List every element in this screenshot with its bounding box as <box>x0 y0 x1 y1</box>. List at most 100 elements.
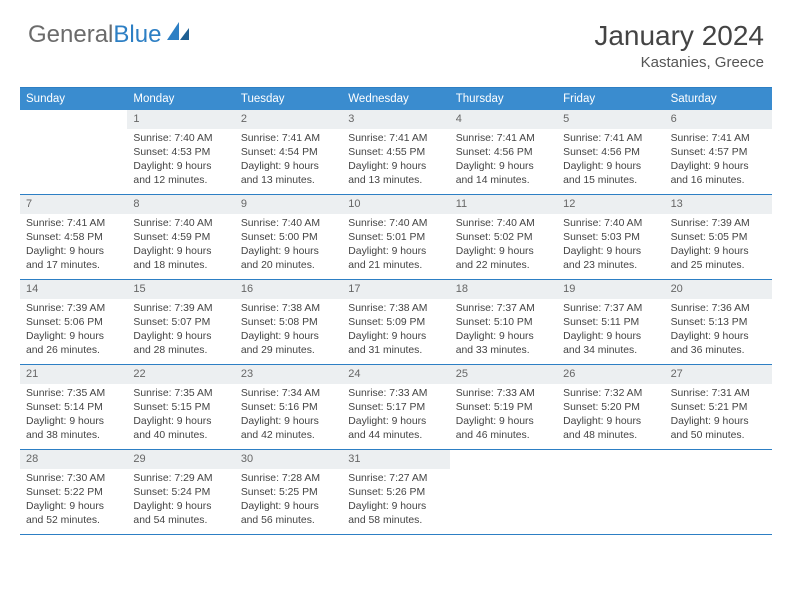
day-info: Sunrise: 7:35 AMSunset: 5:14 PMDaylight:… <box>20 387 127 443</box>
location: Kastanies, Greece <box>594 54 764 71</box>
sunrise-line: Sunrise: 7:33 AM <box>348 387 445 401</box>
day-info: Sunrise: 7:40 AMSunset: 4:59 PMDaylight:… <box>127 217 234 273</box>
calendar-cell: 15Sunrise: 7:39 AMSunset: 5:07 PMDayligh… <box>127 280 234 365</box>
sunset-line: Sunset: 5:07 PM <box>133 316 230 330</box>
sunrise-line: Sunrise: 7:41 AM <box>241 132 338 146</box>
calendar-cell: 16Sunrise: 7:38 AMSunset: 5:08 PMDayligh… <box>235 280 342 365</box>
day-number: 21 <box>20 365 127 384</box>
day-info: Sunrise: 7:41 AMSunset: 4:57 PMDaylight:… <box>665 132 772 188</box>
sunset-line: Sunset: 5:24 PM <box>133 486 230 500</box>
calendar-grid: SundayMondayTuesdayWednesdayThursdayFrid… <box>20 87 772 535</box>
daylight-line: Daylight: 9 hours and 14 minutes. <box>456 160 553 188</box>
day-header: Thursday <box>450 88 557 110</box>
day-number: 11 <box>450 195 557 214</box>
day-number: 30 <box>235 450 342 469</box>
sunset-line: Sunset: 5:00 PM <box>241 231 338 245</box>
sunset-line: Sunset: 5:11 PM <box>563 316 660 330</box>
sunset-line: Sunset: 5:13 PM <box>671 316 768 330</box>
day-number: 19 <box>557 280 664 299</box>
day-info: Sunrise: 7:40 AMSunset: 5:03 PMDaylight:… <box>557 217 664 273</box>
sunrise-line: Sunrise: 7:40 AM <box>563 217 660 231</box>
day-header: Sunday <box>20 88 127 110</box>
sunrise-line: Sunrise: 7:41 AM <box>348 132 445 146</box>
day-info: Sunrise: 7:41 AMSunset: 4:58 PMDaylight:… <box>20 217 127 273</box>
day-info: Sunrise: 7:30 AMSunset: 5:22 PMDaylight:… <box>20 472 127 528</box>
day-info: Sunrise: 7:38 AMSunset: 5:08 PMDaylight:… <box>235 302 342 358</box>
daylight-line: Daylight: 9 hours and 28 minutes. <box>133 330 230 358</box>
calendar-cell: 17 Sunrise: 7:38 AMSunset: 5:09 PMDayligh… <box>342 280 449 365</box>
sunrise-line: Sunrise: 7:29 AM <box>133 472 230 486</box>
day-info: Sunrise: 7:34 AMSunset: 5:16 PMDaylight:… <box>235 387 342 443</box>
sunset-line: Sunset: 5:26 PM <box>348 486 445 500</box>
day-info: Sunrise: 7:33 AMSunset: 5:17 PMDaylight:… <box>342 387 449 443</box>
logo-text-blue: Blue <box>113 21 161 49</box>
sunrise-line: Sunrise: 7:39 AM <box>133 302 230 316</box>
calendar-cell: 4Sunrise: 7:41 AMSunset: 4:56 PMDaylight… <box>450 110 557 195</box>
sunrise-line: Sunrise: 7:32 AM <box>563 387 660 401</box>
day-number: 14 <box>20 280 127 299</box>
month-title: January 2024 <box>594 20 764 52</box>
sunrise-line: Sunrise: 7:35 AM <box>26 387 123 401</box>
day-number: 12 <box>557 195 664 214</box>
calendar-cell: 28 Sunrise: 7:30 AMSunset: 5:22 PMDayligh… <box>20 450 127 535</box>
day-number: 31 <box>342 450 449 469</box>
sunrise-line: Sunrise: 7:41 AM <box>671 132 768 146</box>
daylight-line: Daylight: 9 hours and 23 minutes. <box>563 245 660 273</box>
day-info: Sunrise: 7:35 AMSunset: 5:15 PMDaylight:… <box>127 387 234 443</box>
calendar-cell: 29Sunrise: 7:29 AMSunset: 5:24 PMDayligh… <box>127 450 234 535</box>
header: GeneralBlue January 2024 Kastanies, Gree… <box>0 0 792 75</box>
sunset-line: Sunset: 4:58 PM <box>26 231 123 245</box>
daylight-line: Daylight: 9 hours and 21 minutes. <box>348 245 445 273</box>
day-info: Sunrise: 7:31 AMSunset: 5:21 PMDaylight:… <box>665 387 772 443</box>
day-info: Sunrise: 7:28 AMSunset: 5:25 PMDaylight:… <box>235 472 342 528</box>
day-number: 1 <box>127 110 234 129</box>
day-number: 26 <box>557 365 664 384</box>
sunset-line: Sunset: 5:17 PM <box>348 401 445 415</box>
calendar-cell: 9Sunrise: 7:40 AMSunset: 5:00 PMDaylight… <box>235 195 342 280</box>
sunrise-line: Sunrise: 7:41 AM <box>456 132 553 146</box>
day-info: Sunrise: 7:36 AMSunset: 5:13 PMDaylight:… <box>665 302 772 358</box>
sunrise-line: Sunrise: 7:34 AM <box>241 387 338 401</box>
daylight-line: Daylight: 9 hours and 20 minutes. <box>241 245 338 273</box>
calendar-cell <box>557 450 664 535</box>
sunrise-line: Sunrise: 7:39 AM <box>671 217 768 231</box>
day-info: Sunrise: 7:39 AMSunset: 5:06 PMDaylight:… <box>20 302 127 358</box>
daylight-line: Daylight: 9 hours and 46 minutes. <box>456 415 553 443</box>
calendar-cell: 20Sunrise: 7:36 AMSunset: 5:13 PMDayligh… <box>665 280 772 365</box>
day-number: 28 <box>20 450 127 469</box>
sunrise-line: Sunrise: 7:33 AM <box>456 387 553 401</box>
calendar-cell: 26 Sunrise: 7:32 AMSunset: 5:20 PMDayligh… <box>557 365 664 450</box>
logo-sail-icon <box>165 20 191 49</box>
calendar-cell: 8Sunrise: 7:40 AMSunset: 4:59 PMDaylight… <box>127 195 234 280</box>
sunset-line: Sunset: 5:02 PM <box>456 231 553 245</box>
day-number: 17 <box>342 280 449 299</box>
day-info: Sunrise: 7:37 AMSunset: 5:11 PMDaylight:… <box>557 302 664 358</box>
sunrise-line: Sunrise: 7:40 AM <box>456 217 553 231</box>
sunrise-line: Sunrise: 7:40 AM <box>348 217 445 231</box>
sunrise-line: Sunrise: 7:41 AM <box>563 132 660 146</box>
day-info: Sunrise: 7:32 AMSunset: 5:20 PMDaylight:… <box>557 387 664 443</box>
day-info: Sunrise: 7:41 AMSunset: 4:56 PMDaylight:… <box>557 132 664 188</box>
calendar-cell: 22Sunrise: 7:35 AMSunset: 5:15 PMDayligh… <box>127 365 234 450</box>
day-number: 7 <box>20 195 127 214</box>
daylight-line: Daylight: 9 hours and 22 minutes. <box>456 245 553 273</box>
day-info: Sunrise: 7:40 AMSunset: 5:02 PMDaylight:… <box>450 217 557 273</box>
calendar-cell: 27Sunrise: 7:31 AMSunset: 5:21 PMDayligh… <box>665 365 772 450</box>
day-info: Sunrise: 7:29 AMSunset: 5:24 PMDaylight:… <box>127 472 234 528</box>
sunrise-line: Sunrise: 7:35 AM <box>133 387 230 401</box>
sunset-line: Sunset: 5:21 PM <box>671 401 768 415</box>
day-header: Tuesday <box>235 88 342 110</box>
daylight-line: Daylight: 9 hours and 12 minutes. <box>133 160 230 188</box>
sunset-line: Sunset: 4:57 PM <box>671 146 768 160</box>
daylight-line: Daylight: 9 hours and 15 minutes. <box>563 160 660 188</box>
day-header: Wednesday <box>342 88 449 110</box>
daylight-line: Daylight: 9 hours and 52 minutes. <box>26 500 123 528</box>
calendar-cell: 3Sunrise: 7:41 AMSunset: 4:55 PMDaylight… <box>342 110 449 195</box>
day-info: Sunrise: 7:38 AMSunset: 5:09 PMDaylight:… <box>342 302 449 358</box>
daylight-line: Daylight: 9 hours and 18 minutes. <box>133 245 230 273</box>
day-info: Sunrise: 7:41 AMSunset: 4:56 PMDaylight:… <box>450 132 557 188</box>
sunrise-line: Sunrise: 7:37 AM <box>563 302 660 316</box>
calendar-cell: 14 Sunrise: 7:39 AMSunset: 5:06 PMDayligh… <box>20 280 127 365</box>
calendar-cell <box>450 450 557 535</box>
daylight-line: Daylight: 9 hours and 34 minutes. <box>563 330 660 358</box>
